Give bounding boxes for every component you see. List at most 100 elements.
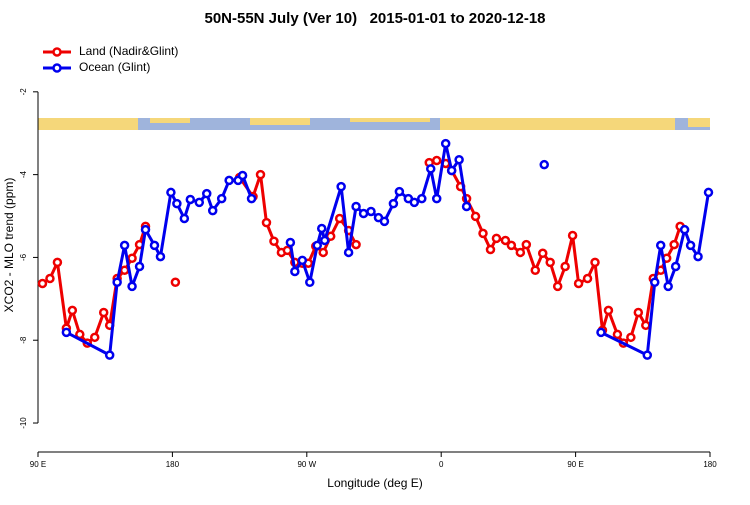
legend-marker (52, 47, 62, 57)
data-point (500, 235, 511, 246)
data-point (61, 327, 72, 338)
data-point (693, 251, 703, 262)
data-point (491, 233, 502, 244)
data-point (649, 277, 660, 288)
data-point (379, 216, 390, 227)
legend-marker (52, 63, 62, 73)
x-tick-label: 90 E (567, 460, 583, 469)
data-point (703, 187, 714, 198)
data-point (194, 197, 205, 208)
chart-title: 50N-55N July (Ver 10) 2015-01-01 to 2020… (204, 10, 545, 27)
data-point (104, 350, 115, 360)
data-point (446, 165, 457, 176)
data-point (431, 193, 442, 204)
data-point (641, 320, 651, 331)
data-point (515, 247, 526, 258)
data-point (170, 277, 181, 288)
map-strip (38, 118, 710, 130)
data-point (603, 305, 614, 316)
data-point (626, 332, 636, 343)
y-tick-label: -10 (19, 417, 28, 429)
data-point (394, 186, 405, 197)
data-point (119, 265, 130, 276)
data-point (290, 266, 300, 277)
data-point (670, 261, 681, 272)
y-axis-label: XCO2 - MLO trend (ppm) (2, 178, 16, 313)
data-point (319, 235, 330, 246)
data-point (478, 228, 488, 239)
x-tick-label: 180 (166, 460, 180, 469)
data-point (312, 240, 323, 251)
data-point (539, 159, 549, 170)
y-tick-label: -6 (19, 253, 28, 261)
data-point (166, 187, 176, 198)
data-point (127, 253, 137, 263)
x-tick-label: 0 (439, 460, 444, 469)
map-land (150, 118, 190, 123)
data-point (216, 193, 227, 204)
data-point (521, 239, 532, 250)
data-point (642, 350, 653, 360)
data-point (334, 213, 345, 224)
data-point (316, 223, 327, 234)
data-point (612, 329, 623, 340)
data-point (127, 281, 137, 292)
map-land (38, 118, 138, 130)
data-point (67, 305, 78, 316)
data-point (261, 217, 272, 228)
data-point (537, 248, 548, 259)
data-point (567, 230, 578, 241)
data-point (285, 237, 296, 248)
data-point (297, 255, 308, 266)
data-point (560, 261, 570, 272)
data-point (37, 278, 48, 289)
data-point (685, 240, 696, 251)
y-tick-label: -8 (19, 336, 28, 344)
data-point (454, 154, 464, 165)
data-point (358, 208, 369, 219)
data-point (52, 257, 63, 268)
data-point (409, 197, 420, 208)
data-point (633, 307, 644, 318)
data-point (655, 240, 666, 251)
data-point (366, 206, 376, 217)
data-point (461, 201, 472, 212)
data-point (351, 201, 361, 212)
data-point (663, 281, 673, 292)
data-point (224, 175, 234, 186)
data-point (351, 239, 361, 250)
data-point (134, 261, 145, 272)
data-point (119, 240, 130, 251)
data-point (440, 138, 451, 149)
data-point (89, 332, 100, 343)
map-land (350, 118, 430, 122)
data-point (336, 181, 346, 192)
data-point (179, 213, 190, 224)
data-point (590, 257, 600, 268)
data-point (506, 240, 517, 251)
data-point (201, 188, 212, 199)
map-land (440, 118, 675, 130)
data-point (545, 257, 555, 268)
data-point (388, 198, 399, 209)
data-point (305, 277, 315, 288)
data-point (149, 240, 160, 251)
data-point (573, 278, 584, 289)
legend-label: Ocean (Glint) (79, 60, 150, 74)
data-point (207, 205, 218, 216)
data-point (140, 224, 151, 235)
x-axis-label: Longitude (deg E) (327, 476, 422, 490)
data-point (582, 273, 593, 284)
series-line (41, 159, 682, 345)
data-point (485, 244, 496, 255)
y-tick-label: -4 (19, 171, 28, 179)
data-point (530, 265, 541, 276)
data-point (679, 224, 690, 235)
data-point (172, 198, 182, 209)
data-point (255, 169, 266, 180)
data-point (185, 194, 196, 205)
data-point (45, 273, 55, 284)
data-point (318, 247, 328, 258)
x-tick-label: 90 W (297, 460, 316, 469)
